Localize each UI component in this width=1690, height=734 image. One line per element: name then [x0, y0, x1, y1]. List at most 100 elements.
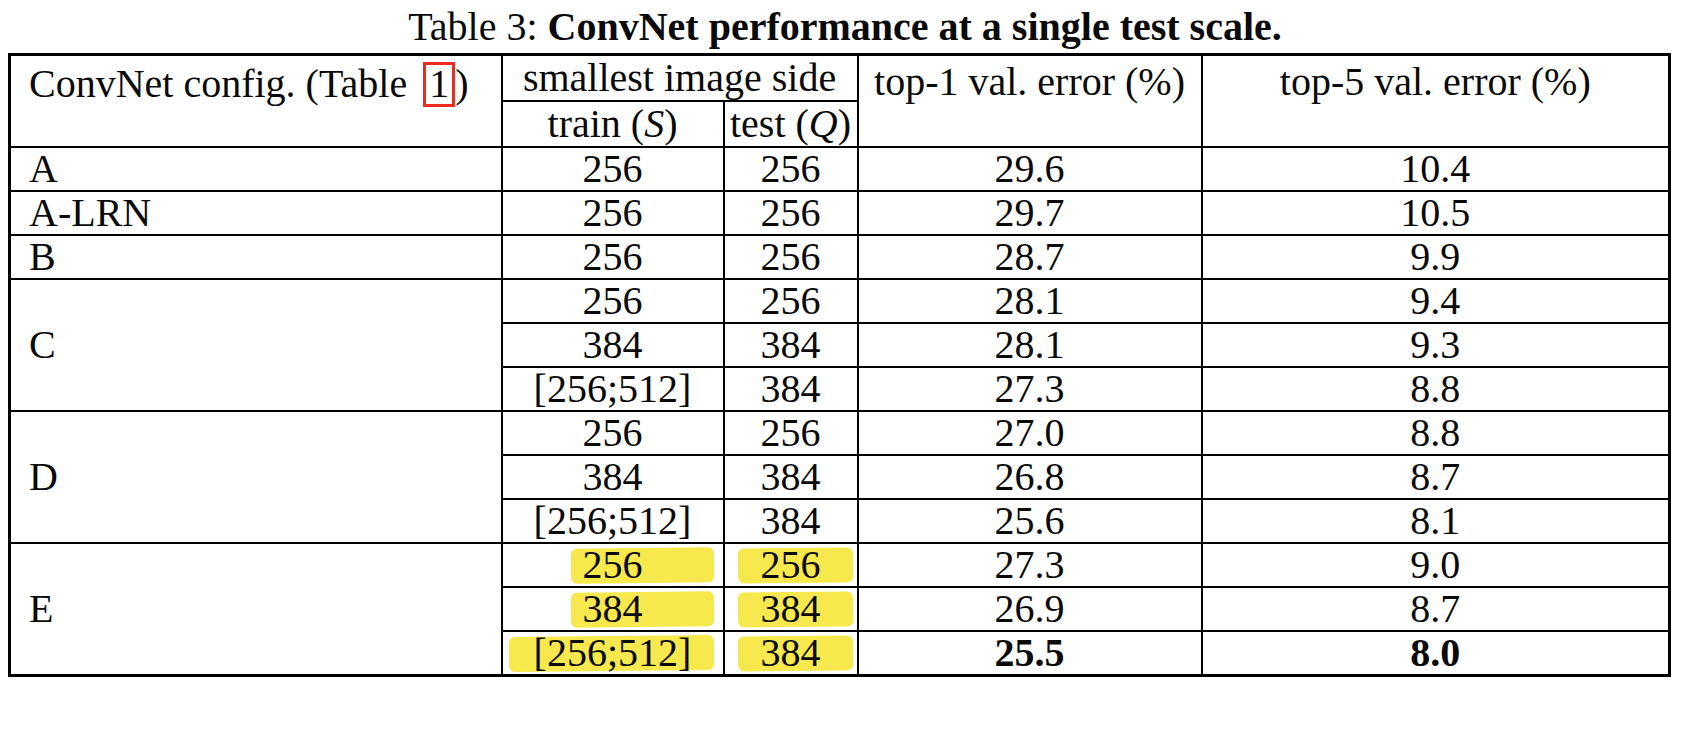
train-cell: 384 [502, 323, 724, 367]
top5-value: 9.3 [1410, 323, 1460, 367]
top5-cell: 9.3 [1202, 323, 1670, 367]
header-train-text: train ( [548, 101, 645, 146]
train-cell: 256 [502, 147, 724, 191]
test-value: 256 [761, 279, 821, 323]
test-cell: 384 [724, 631, 858, 676]
train-value: 256 [583, 235, 643, 279]
table-body: A25625629.610.4A-LRN25625629.710.5B25625… [10, 147, 1670, 676]
top5-value: 10.5 [1400, 191, 1470, 235]
test-value: 384 [761, 587, 821, 631]
header-top1-error: top-1 val. error (%) [858, 55, 1202, 148]
config-label-A: A [10, 147, 502, 191]
train-scale-variable: S [644, 101, 664, 146]
results-table: ConvNet config. (Table 1) smallest image… [8, 53, 1671, 677]
top1-value: 25.6 [995, 499, 1065, 543]
header-train-paren: ) [664, 101, 677, 146]
top1-cell: 27.0 [858, 411, 1202, 455]
top5-cell: 8.1 [1202, 499, 1670, 543]
top1-value: 28.1 [995, 323, 1065, 367]
train-value: [256;512] [534, 499, 692, 543]
test-cell: 256 [724, 191, 858, 235]
train-cell: 384 [502, 587, 724, 631]
top5-value: 9.9 [1410, 235, 1460, 279]
top5-cell: 9.9 [1202, 235, 1670, 279]
table-row: E25625627.39.0 [10, 543, 1670, 587]
top5-value: 8.0 [1410, 631, 1460, 675]
train-value: 256 [583, 279, 643, 323]
test-value: 384 [761, 455, 821, 499]
top1-value: 29.6 [995, 147, 1065, 191]
top5-cell: 8.8 [1202, 411, 1670, 455]
top5-value: 10.4 [1400, 147, 1470, 191]
top5-value: 8.8 [1410, 411, 1460, 455]
train-value: 256 [583, 191, 643, 235]
train-value: 384 [583, 587, 643, 631]
test-value: 256 [761, 235, 821, 279]
header-test-text: test ( [730, 101, 809, 146]
top1-value: 26.8 [995, 455, 1065, 499]
top1-value: 26.9 [995, 587, 1065, 631]
test-cell: 384 [724, 323, 858, 367]
table-row: D25625627.08.8 [10, 411, 1670, 455]
top5-cell: 8.8 [1202, 367, 1670, 411]
top1-cell: 26.9 [858, 587, 1202, 631]
top5-cell: 10.5 [1202, 191, 1670, 235]
top1-value: 27.3 [995, 543, 1065, 587]
top1-cell: 26.8 [858, 455, 1202, 499]
config-label-D: D [10, 411, 502, 543]
header-smallest-image-side: smallest image side [502, 55, 858, 102]
top5-value: 8.7 [1410, 587, 1460, 631]
top1-value: 27.0 [995, 411, 1065, 455]
top5-cell: 8.7 [1202, 587, 1670, 631]
header-config-text: ConvNet config. (Table [29, 61, 417, 106]
header-convnet-config: ConvNet config. (Table 1) [10, 55, 502, 148]
table-1-reference-link[interactable]: 1 [423, 62, 455, 107]
top5-cell: 10.4 [1202, 147, 1670, 191]
header-config-paren: ) [455, 61, 468, 106]
test-value: 384 [761, 323, 821, 367]
train-cell: 256 [502, 279, 724, 323]
top5-value: 8.8 [1410, 367, 1460, 411]
train-cell: 256 [502, 543, 724, 587]
test-value: 384 [761, 631, 821, 675]
config-label-A-LRN: A-LRN [10, 191, 502, 235]
test-value: 384 [761, 499, 821, 543]
top5-cell: 9.0 [1202, 543, 1670, 587]
top1-cell: 28.1 [858, 279, 1202, 323]
top1-value: 28.1 [995, 279, 1065, 323]
test-value: 256 [761, 191, 821, 235]
top1-cell: 27.3 [858, 543, 1202, 587]
test-value: 256 [761, 411, 821, 455]
table-caption: Table 3: ConvNet performance at a single… [0, 5, 1690, 49]
top5-cell: 9.4 [1202, 279, 1670, 323]
test-cell: 256 [724, 411, 858, 455]
train-cell: 384 [502, 455, 724, 499]
header-train-s: train (S) [502, 101, 724, 147]
top5-cell: 8.0 [1202, 631, 1670, 676]
top1-cell: 25.5 [858, 631, 1202, 676]
train-value: 256 [583, 411, 643, 455]
top5-cell: 8.7 [1202, 455, 1670, 499]
caption-text: ConvNet performance at a single test sca… [548, 4, 1282, 49]
top5-value: 8.1 [1410, 499, 1460, 543]
top1-value: 25.5 [995, 631, 1065, 675]
test-cell: 384 [724, 587, 858, 631]
test-cell: 256 [724, 543, 858, 587]
table-row: C25625628.19.4 [10, 279, 1670, 323]
train-cell: [256;512] [502, 631, 724, 676]
table-header: ConvNet config. (Table 1) smallest image… [10, 55, 1670, 148]
train-value: 256 [583, 147, 643, 191]
train-cell: 256 [502, 411, 724, 455]
config-label-B: B [10, 235, 502, 279]
top1-value: 27.3 [995, 367, 1065, 411]
test-value: 384 [761, 367, 821, 411]
table-row: B 256 256 28.7 9.9 [10, 235, 1670, 279]
test-cell: 256 [724, 279, 858, 323]
train-value: [256;512] [534, 367, 692, 411]
header-top5-error: top-5 val. error (%) [1202, 55, 1670, 148]
train-cell: [256;512] [502, 367, 724, 411]
top1-cell: 29.7 [858, 191, 1202, 235]
top5-value: 9.4 [1410, 279, 1460, 323]
test-cell: 256 [724, 147, 858, 191]
top1-value: 28.7 [995, 235, 1065, 279]
